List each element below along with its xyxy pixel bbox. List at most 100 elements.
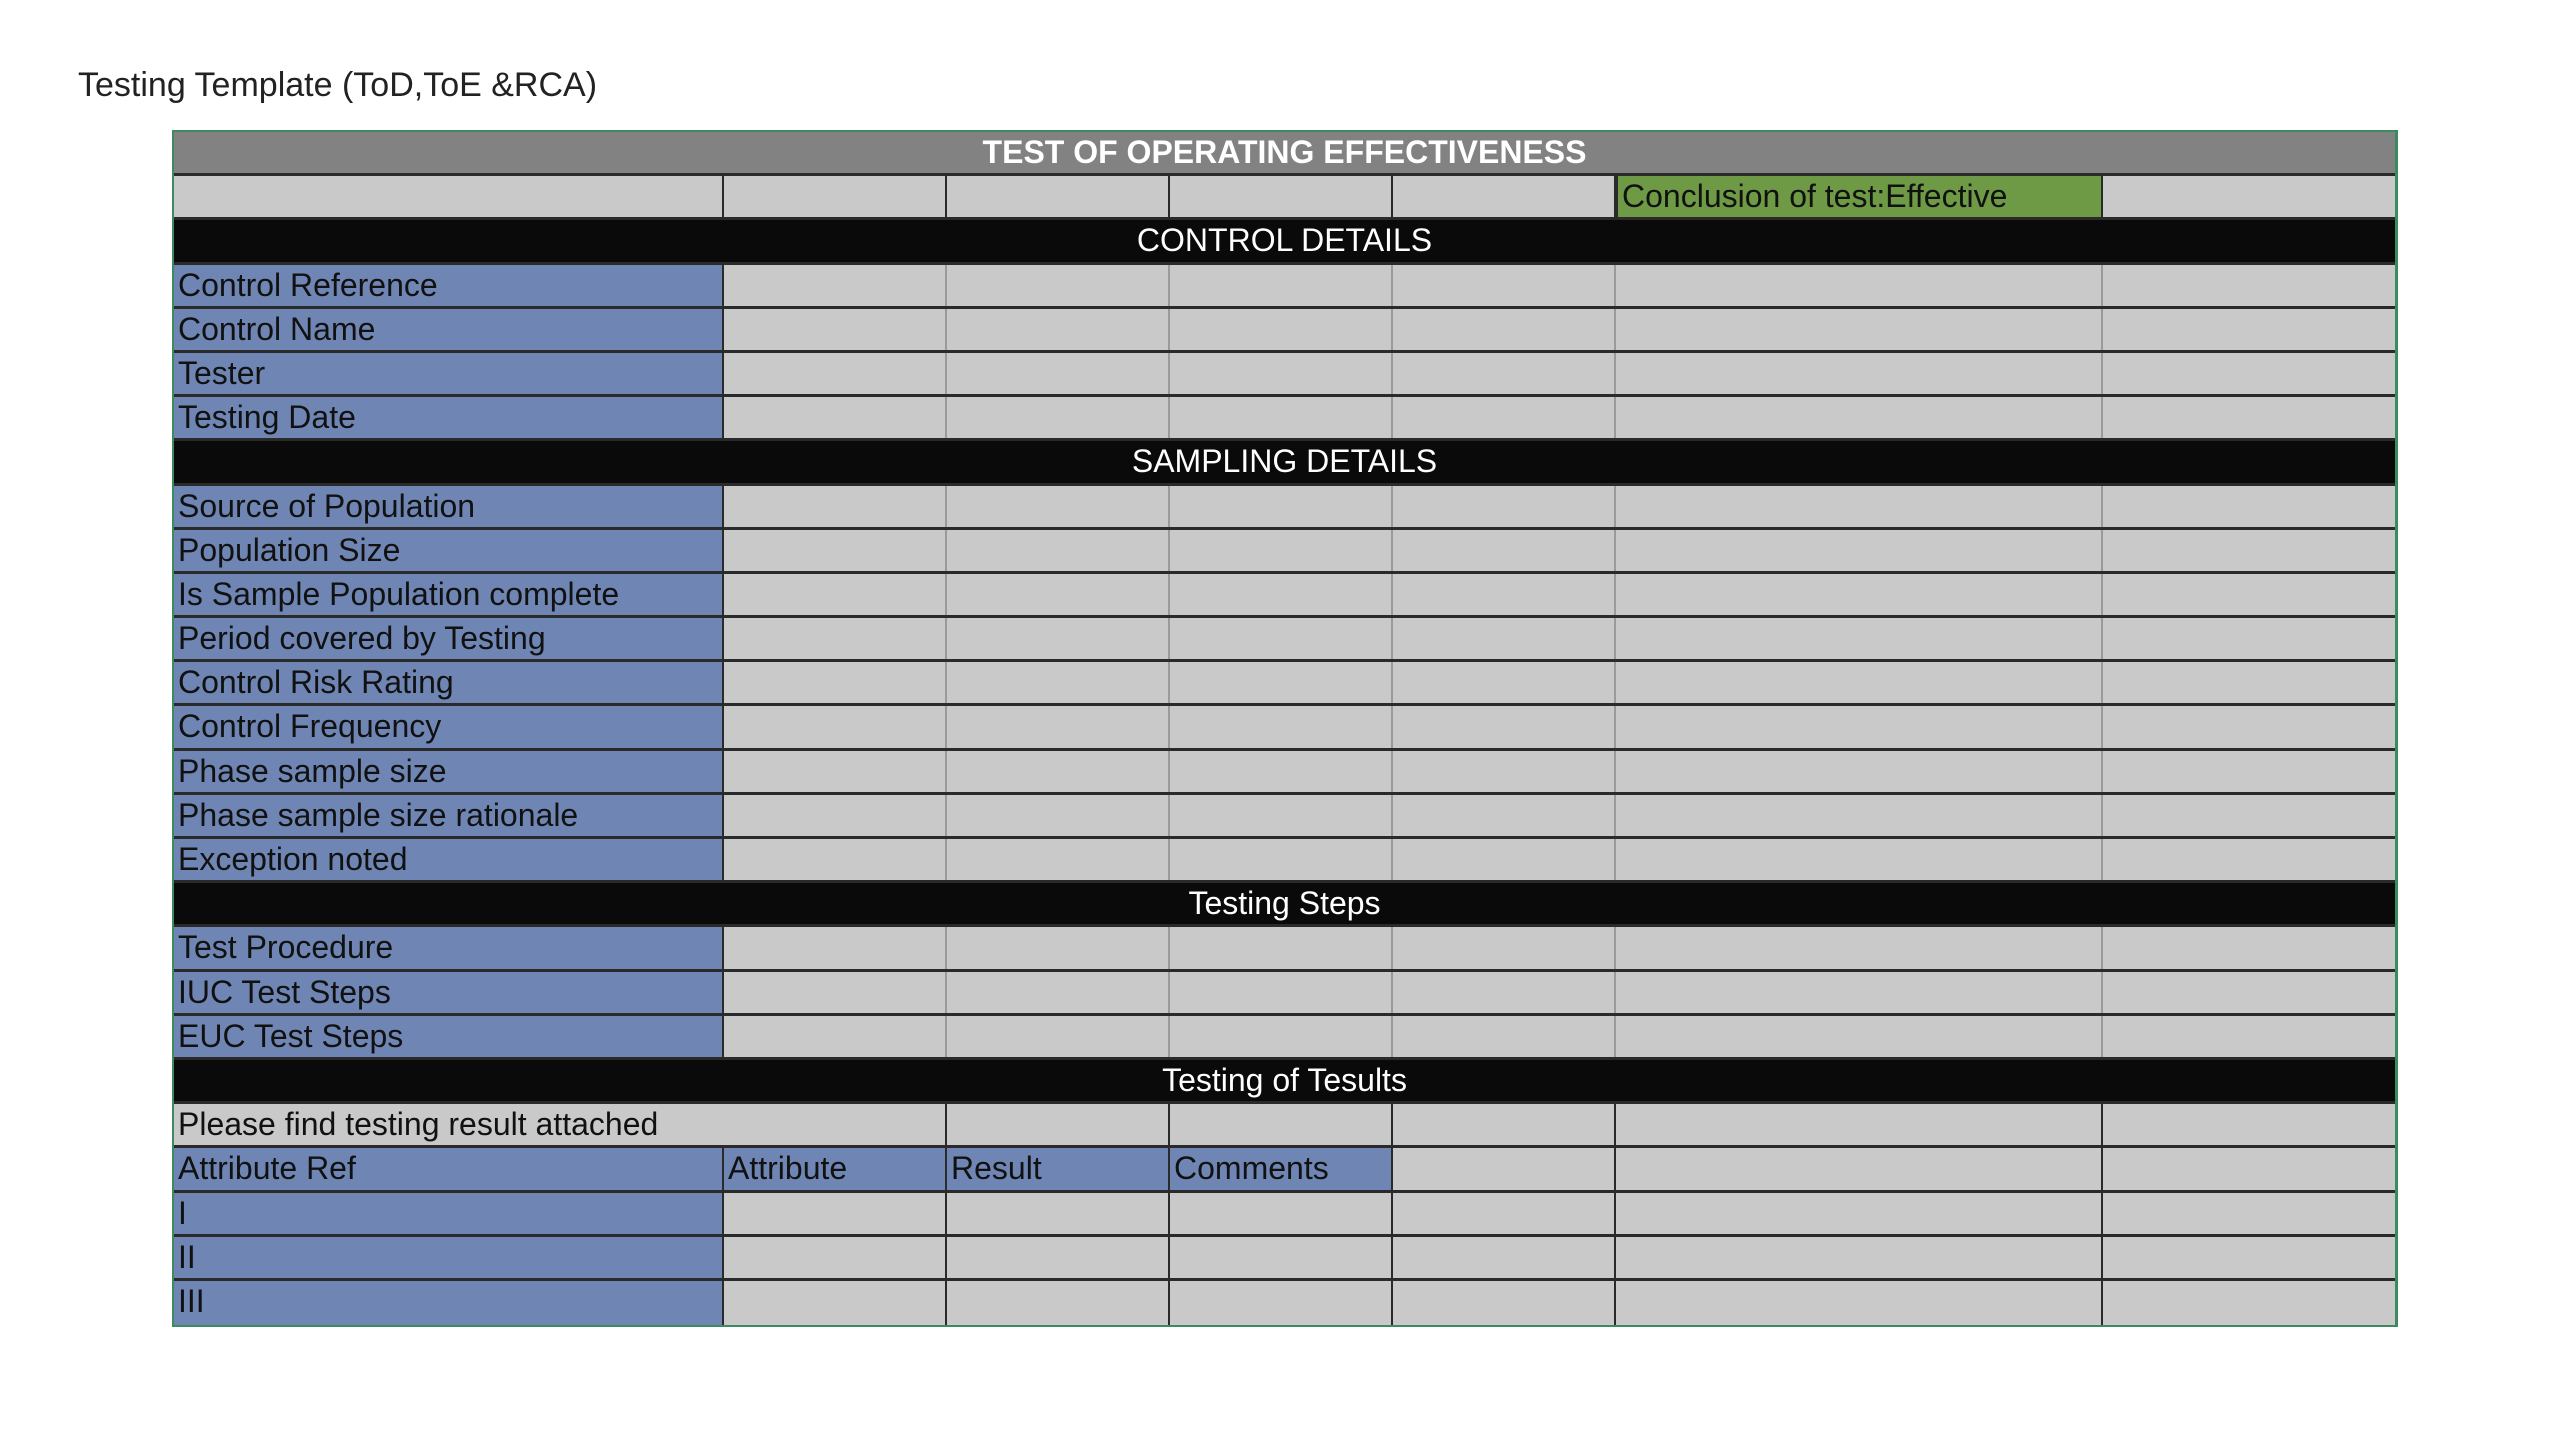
table-cell[interactable] (1616, 971, 2103, 1013)
table-cell[interactable] (1170, 1280, 1393, 1326)
table-cell[interactable] (947, 1104, 1170, 1146)
table-cell[interactable] (1393, 176, 1616, 218)
table-cell[interactable] (1616, 839, 2103, 881)
table-cell[interactable] (947, 573, 1170, 616)
table-cell[interactable] (724, 706, 947, 748)
table-cell[interactable] (724, 573, 947, 616)
table-cell[interactable] (947, 308, 1170, 350)
table-cell[interactable] (1616, 352, 2103, 395)
table-cell[interactable] (2103, 573, 2395, 616)
table-cell[interactable] (1393, 971, 1616, 1013)
table-cell[interactable] (1616, 662, 2103, 704)
table-cell[interactable] (1170, 308, 1393, 350)
table-cell[interactable] (2103, 264, 2395, 306)
table-cell[interactable] (947, 1192, 1170, 1234)
table-cell[interactable] (1170, 529, 1393, 571)
table-cell[interactable] (2103, 839, 2395, 881)
table-cell[interactable] (1393, 706, 1616, 748)
table-cell[interactable] (724, 618, 947, 660)
table-cell[interactable] (2103, 618, 2395, 660)
table-cell[interactable] (1616, 618, 2103, 660)
table-cell[interactable] (2103, 971, 2395, 1013)
table-cell[interactable] (1393, 927, 1616, 969)
table-cell[interactable] (947, 1280, 1170, 1326)
table-cell[interactable] (2103, 308, 2395, 350)
table-cell[interactable] (1616, 1148, 2103, 1190)
table-cell[interactable] (2103, 1148, 2395, 1190)
table-cell[interactable] (2103, 529, 2395, 571)
table-cell[interactable] (1393, 1192, 1616, 1234)
conclusion-cell[interactable]: Conclusion of test:Effective (1616, 176, 2103, 218)
table-cell[interactable] (947, 750, 1170, 792)
table-cell[interactable] (947, 529, 1170, 571)
table-cell[interactable] (1170, 1015, 1393, 1057)
table-cell[interactable] (2103, 927, 2395, 969)
table-cell[interactable] (2103, 706, 2395, 748)
table-cell[interactable] (947, 1015, 1170, 1057)
table-cell[interactable] (1170, 485, 1393, 527)
table-cell[interactable] (1616, 573, 2103, 616)
table-cell[interactable] (724, 1104, 947, 1146)
table-cell[interactable] (947, 264, 1170, 306)
table-cell[interactable] (724, 1236, 947, 1278)
table-cell[interactable] (947, 485, 1170, 527)
table-cell[interactable] (1170, 971, 1393, 1013)
table-cell[interactable] (1616, 1192, 2103, 1234)
table-cell[interactable] (1170, 706, 1393, 748)
table-cell[interactable] (1616, 397, 2103, 439)
table-cell[interactable] (2103, 485, 2395, 527)
table-cell[interactable] (1393, 839, 1616, 881)
table-cell[interactable] (724, 529, 947, 571)
table-cell[interactable] (1616, 1104, 2103, 1146)
table-cell[interactable] (724, 485, 947, 527)
table-cell[interactable] (1170, 618, 1393, 660)
table-cell[interactable] (1616, 1280, 2103, 1326)
table-cell[interactable] (2103, 750, 2395, 792)
table-cell[interactable] (2103, 1104, 2395, 1146)
table-cell[interactable] (1393, 750, 1616, 792)
table-cell[interactable] (947, 176, 1170, 218)
table-cell[interactable] (724, 397, 947, 439)
table-cell[interactable] (947, 397, 1170, 439)
table-cell[interactable] (1170, 264, 1393, 306)
table-cell[interactable] (1170, 839, 1393, 881)
table-cell[interactable] (1170, 662, 1393, 704)
table-cell[interactable] (1393, 1148, 1616, 1190)
table-cell[interactable] (724, 1015, 947, 1057)
table-cell[interactable] (2103, 662, 2395, 704)
table-cell[interactable] (724, 176, 947, 218)
table-cell[interactable] (1616, 485, 2103, 527)
table-cell[interactable] (1616, 308, 2103, 350)
table-cell[interactable] (2103, 397, 2395, 439)
table-cell[interactable] (1616, 794, 2103, 836)
table-cell[interactable] (1616, 1015, 2103, 1057)
table-cell[interactable] (1616, 706, 2103, 748)
table-cell[interactable] (1170, 397, 1393, 439)
table-cell[interactable] (947, 971, 1170, 1013)
table-cell[interactable] (1170, 1192, 1393, 1234)
table-cell[interactable] (1393, 794, 1616, 836)
table-cell[interactable] (724, 662, 947, 704)
table-cell[interactable] (1393, 485, 1616, 527)
table-cell[interactable] (1393, 352, 1616, 395)
table-cell[interactable] (1393, 573, 1616, 616)
table-cell[interactable] (1393, 662, 1616, 704)
table-cell[interactable] (1616, 750, 2103, 792)
table-cell[interactable] (1393, 618, 1616, 660)
table-cell[interactable] (947, 839, 1170, 881)
table-cell[interactable] (2103, 1015, 2395, 1057)
table-cell[interactable] (1393, 308, 1616, 350)
table-cell[interactable] (2103, 1192, 2395, 1234)
table-cell[interactable] (947, 927, 1170, 969)
table-cell[interactable] (1393, 1280, 1616, 1326)
table-cell[interactable] (2103, 352, 2395, 395)
table-cell[interactable] (174, 176, 724, 218)
table-cell[interactable] (1170, 750, 1393, 792)
table-cell[interactable] (724, 794, 947, 836)
table-cell[interactable] (1393, 529, 1616, 571)
table-cell[interactable] (1616, 1236, 2103, 1278)
table-cell[interactable] (1393, 1236, 1616, 1278)
table-cell[interactable] (724, 839, 947, 881)
table-cell[interactable] (1170, 1104, 1393, 1146)
table-cell[interactable] (2103, 176, 2395, 218)
